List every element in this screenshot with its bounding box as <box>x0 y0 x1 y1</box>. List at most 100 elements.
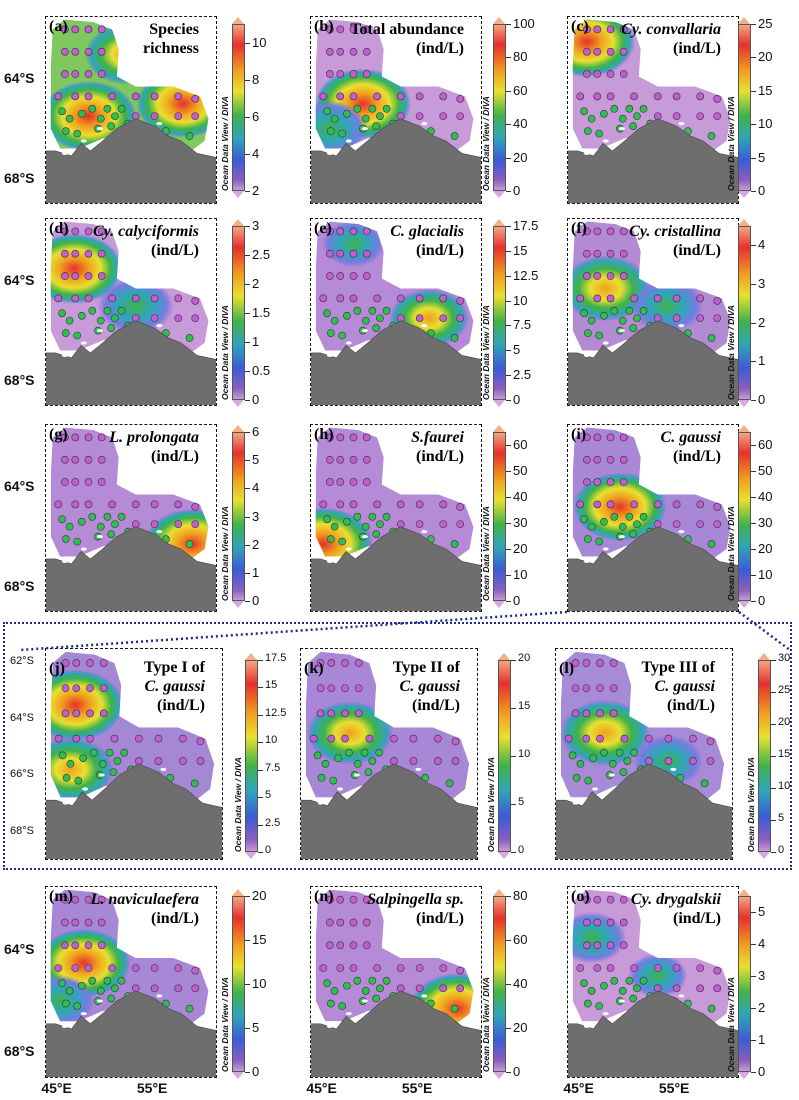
colorbar-tick-mark <box>771 788 776 789</box>
colorbar-tick-mark <box>258 687 263 689</box>
station-offshore-marker <box>362 272 371 280</box>
colorbar-label: Ocean Data View / DIVA <box>233 757 243 852</box>
station-shelf-marker <box>61 329 70 337</box>
station-shelf-marker <box>334 754 343 763</box>
colorbar-tick-mark <box>245 1028 250 1029</box>
station-offshore-marker <box>61 433 69 442</box>
station-shelf-marker <box>61 535 70 543</box>
panel-title-line: Cy. calyciformis <box>92 223 199 240</box>
station-offshore-marker <box>583 70 591 78</box>
panel-label: (c) <box>571 18 589 35</box>
station-offshore-marker <box>191 966 200 975</box>
station-offshore-marker <box>54 500 63 509</box>
colorbar-tick-mark <box>245 516 250 518</box>
station-offshore-marker <box>672 520 681 529</box>
station-offshore-marker <box>97 227 106 236</box>
panel-title: Cy. convallaria (ind/L) <box>621 20 721 58</box>
station-offshore-marker <box>97 433 106 442</box>
colorbar-tick-mark <box>771 852 776 853</box>
station-offshore-marker <box>309 734 318 743</box>
station-offshore-marker <box>593 433 602 442</box>
station-offshore-marker <box>609 659 618 667</box>
colorbar-tick-label: 60 <box>513 437 528 452</box>
colorbar-label: Ocean Data View / DIVA <box>726 305 736 400</box>
station-shelf-marker <box>618 522 627 531</box>
island-speck <box>678 530 685 534</box>
station-offshore-marker <box>72 659 81 667</box>
station-shelf-marker <box>600 311 608 320</box>
panel-title-line: (ind/L) <box>156 697 205 714</box>
station-shelf-marker <box>450 540 459 548</box>
panel-title-line: Cy. drygalskii <box>630 891 721 908</box>
station-offshore-marker <box>365 734 374 743</box>
island-speck <box>592 787 599 791</box>
colorbar-tick-mark <box>506 375 511 377</box>
colorbar-tick-label: 0 <box>513 183 521 198</box>
station-shelf-marker <box>90 748 98 757</box>
island-speck <box>602 139 609 143</box>
map-panel-a <box>45 16 217 204</box>
station-offshore-marker <box>645 757 653 765</box>
station-offshore-marker <box>84 941 93 950</box>
colorbar-label: Ocean Data View / DIVA <box>481 305 491 400</box>
station-shelf-marker <box>361 987 370 995</box>
island-speck <box>80 341 87 345</box>
colorbar-tick-mark <box>751 1072 756 1073</box>
colorbar-tick-label: 30 <box>778 652 791 664</box>
station-shelf-marker <box>117 976 126 985</box>
station-offshore-marker <box>439 92 448 101</box>
station-shelf-marker <box>633 984 641 993</box>
colorbar-label: Ocean Data View / DIVA <box>220 977 230 1072</box>
panel-title: Species richness <box>143 20 199 58</box>
colorbar-tick-label: 0 <box>252 392 260 407</box>
antarctic-land <box>568 526 738 611</box>
station-shelf-marker <box>323 107 331 116</box>
station-offshore-marker <box>439 984 448 993</box>
colorbar-label: Ocean Data View / DIVA <box>726 96 736 191</box>
panel-label: (a) <box>49 18 68 35</box>
colorbar-tick-label: 40 <box>513 976 528 991</box>
island-speck <box>421 122 428 126</box>
station-offshore-marker <box>135 734 143 743</box>
station-shelf-marker <box>700 779 709 788</box>
station-offshore-marker <box>672 984 681 993</box>
colorbar-tick-label: 20 <box>513 149 528 165</box>
antarctic-land <box>311 118 481 203</box>
island-speck <box>156 994 163 998</box>
station-shelf-marker <box>450 334 459 342</box>
colorbar-tick-label: 1 <box>252 334 260 349</box>
colorbar <box>493 219 506 407</box>
island-speck <box>583 151 590 155</box>
station-shelf-marker <box>338 537 347 546</box>
map-svg-j <box>46 651 222 859</box>
colorbar-tick-mark <box>506 300 511 302</box>
colorbar-tick-label: 4 <box>252 145 260 161</box>
colorbar-tick-label: 2 <box>252 276 260 291</box>
station-shelf-marker <box>107 530 116 538</box>
colorbar-label: Ocean Data View / DIVA <box>486 757 496 852</box>
colorbar-tick-mark <box>245 460 250 462</box>
station-offshore-marker <box>593 455 602 464</box>
station-shelf-marker <box>583 329 592 337</box>
station-shelf-marker <box>587 316 596 325</box>
island-speck <box>353 773 360 777</box>
panel-title-line: (ind/L) <box>672 242 721 259</box>
map-panel-i <box>567 424 739 612</box>
colorbar-tick-mark <box>751 1040 756 1041</box>
station-offshore-marker <box>61 918 69 927</box>
station-offshore-marker <box>341 684 349 693</box>
station-shelf-marker <box>103 512 112 521</box>
colorbar-tick-mark <box>751 601 756 602</box>
island-speck <box>678 324 685 328</box>
island-speck <box>618 127 625 131</box>
latitude-label: 66°S <box>10 768 34 781</box>
station-offshore-marker <box>456 94 465 103</box>
station-offshore-marker <box>672 112 681 121</box>
island-speck <box>96 535 103 539</box>
station-offshore-marker <box>596 659 604 667</box>
colorbar-tick-label: 20 <box>252 888 267 903</box>
station-shelf-marker <box>368 512 377 521</box>
colorbar-tick-mark <box>771 820 776 821</box>
station-shelf-marker <box>583 999 592 1008</box>
island-speck <box>678 122 685 126</box>
